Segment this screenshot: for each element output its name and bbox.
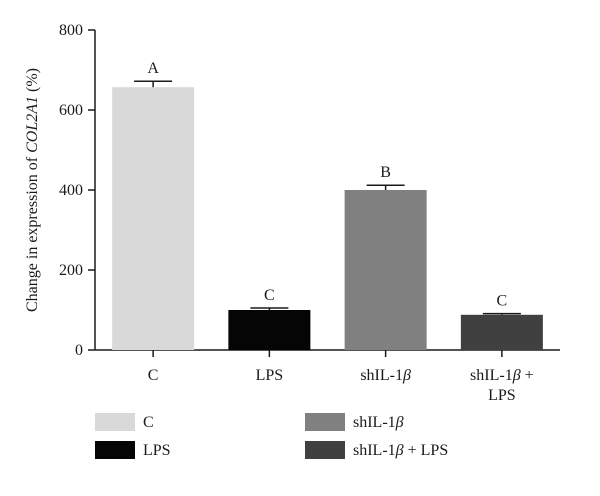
y-tick-label: 800 xyxy=(59,22,83,39)
y-tick-label: 400 xyxy=(59,182,83,199)
axes: 0 200 400 600 800 C LPS shIL-1β shIL-1β + LPS xyxy=(59,22,560,404)
bar xyxy=(228,310,311,350)
y-tick-label: 0 xyxy=(75,342,83,359)
y-tick-label: 200 xyxy=(59,262,83,279)
legend-swatch xyxy=(305,413,345,431)
y-axis-label-group: Change in expression of COL2A1 (%) xyxy=(24,68,41,312)
legend-swatch xyxy=(95,413,135,431)
legend-label: shIL-1β + LPS xyxy=(353,442,448,459)
x-tick-label: shIL-1β + LPS xyxy=(470,367,534,404)
significance-label: C xyxy=(264,287,275,304)
bars: A C B C xyxy=(112,60,543,350)
x-tick-label: C xyxy=(148,367,159,384)
significance-label: A xyxy=(147,60,159,77)
legend-swatch xyxy=(305,441,345,459)
legend-label: LPS xyxy=(143,442,171,459)
bar xyxy=(460,314,543,350)
y-tick-label: 600 xyxy=(59,102,83,119)
legend-label: shIL-1β xyxy=(353,414,404,431)
y-axis-label: Change in expression of COL2A1 (%) xyxy=(24,68,41,312)
significance-label: C xyxy=(497,293,508,310)
x-tick-label: shIL-1β xyxy=(360,367,411,384)
bar xyxy=(112,87,195,350)
legend-label: C xyxy=(143,414,154,431)
x-tick-label: LPS xyxy=(256,367,284,384)
legend-swatch xyxy=(95,441,135,459)
bar xyxy=(344,190,427,350)
significance-label: B xyxy=(380,164,391,181)
